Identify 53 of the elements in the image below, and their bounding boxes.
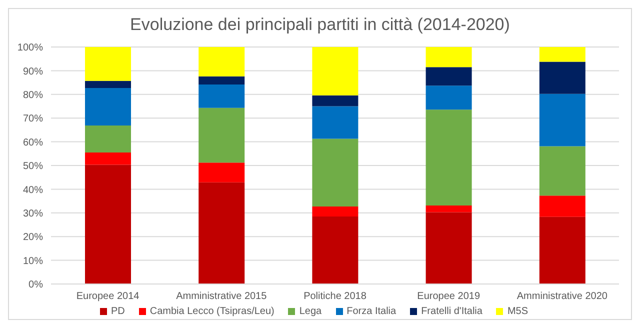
bar <box>426 110 472 206</box>
bar <box>426 47 472 68</box>
bar <box>426 206 472 212</box>
y-tick-label: 70% <box>22 114 44 125</box>
legend-label: Forza Italia <box>346 306 396 317</box>
bar <box>539 196 586 217</box>
bar <box>539 94 586 146</box>
bar <box>312 95 358 106</box>
bar <box>426 212 472 284</box>
y-tick-label: 80% <box>22 90 44 101</box>
legend-label: Fratelli d'Italia <box>421 306 482 317</box>
bar <box>85 47 131 81</box>
bar <box>312 216 358 284</box>
bar <box>85 164 131 284</box>
bar <box>312 47 358 96</box>
bar <box>198 108 245 163</box>
y-tick-label: 90% <box>22 66 44 78</box>
x-tick-label: Amministrative 2020 <box>516 291 608 302</box>
bar <box>198 47 245 76</box>
x-tick-label: Amministrative 2015 <box>176 291 268 302</box>
x-tick-label: Politiche 2018 <box>304 291 367 302</box>
bar <box>539 146 586 196</box>
x-tick-label: Europee 2014 <box>76 291 140 302</box>
y-tick-label: 50% <box>22 161 44 172</box>
legend-label: Lega <box>299 306 322 317</box>
bar <box>539 47 586 62</box>
legend-label: Cambia Lecco (Tsipras/Leu) <box>150 306 274 317</box>
legend-label: M5S <box>507 306 528 317</box>
bar <box>312 206 358 216</box>
bar <box>85 152 131 165</box>
bar <box>198 162 245 182</box>
y-tick-label: 0% <box>28 280 44 291</box>
x-tick-label: Europee 2019 <box>417 291 480 302</box>
bar <box>312 106 358 139</box>
y-tick-label: 30% <box>22 208 44 220</box>
y-tick-label: 100% <box>17 42 44 54</box>
bar <box>85 88 131 126</box>
legend-label: PD <box>110 306 125 317</box>
bar <box>85 80 131 88</box>
bar <box>426 86 472 110</box>
bar <box>198 76 245 84</box>
bar <box>198 182 245 284</box>
y-tick-label: 60% <box>22 137 44 148</box>
chart-title: Evoluzione dei principali partiti in città (2014-2020) <box>129 15 511 36</box>
y-tick-label: 10% <box>22 256 44 267</box>
bar <box>539 62 586 94</box>
bar <box>312 138 358 206</box>
bar <box>426 67 472 86</box>
y-tick-label: 20% <box>22 232 44 244</box>
bar <box>198 84 245 108</box>
bar <box>539 216 586 284</box>
bar <box>85 125 131 152</box>
y-tick-label: 40% <box>22 184 44 196</box>
